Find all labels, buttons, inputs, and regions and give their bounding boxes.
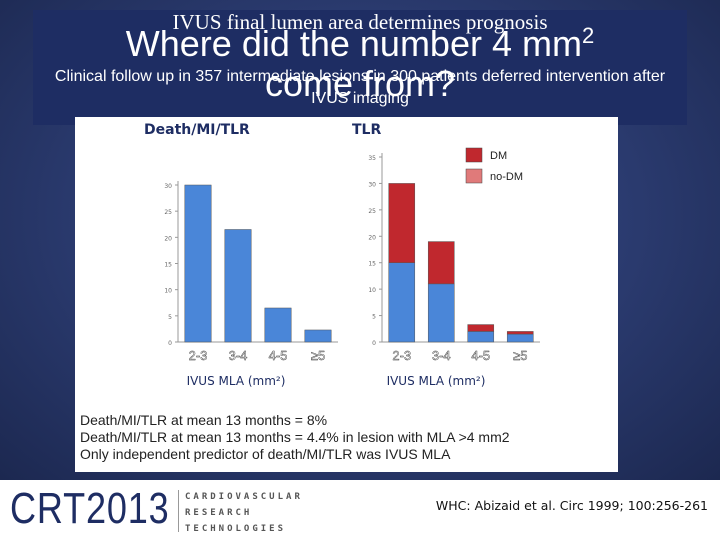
logo-sub-line-3: TECHNOLOGIES [185, 524, 287, 534]
logo-sub-line-1: CARDIOVASCULAR [185, 492, 303, 502]
slide-title-text: Where did the number 4 mm [125, 23, 582, 64]
slide-subtitle: Clinical follow up in 357 intermediate l… [54, 68, 666, 107]
crt-logo-subtitle: CARDIOVASCULAR RESEARCH TECHNOLOGIES [185, 489, 325, 537]
crt-logo: CRT2013 [10, 484, 170, 533]
slide-title-superscript: 2 [581, 23, 595, 48]
footer [0, 480, 720, 540]
chart1-title: Death/MI/TLR [144, 122, 250, 138]
logo-sub-line-2: RESEARCH [185, 508, 253, 518]
logo-divider [178, 490, 179, 532]
title-band [33, 10, 687, 125]
chart2-title: TLR [352, 122, 382, 138]
old-title: IVUS final lumen area determines prognos… [172, 10, 548, 34]
citation: WHC: Abizaid et al. Circ 1999; 100:256-2… [435, 498, 708, 513]
chart-panel [75, 117, 618, 472]
slide-title: Where did the number 4 mm2 come from? [0, 16, 720, 104]
note-3: Only independent predictor of death/MI/T… [80, 446, 451, 462]
slide-title-line2: come from? [264, 63, 456, 104]
bottom-notes: Death/MI/TLR at mean 13 months = 8% Deat… [80, 412, 610, 463]
note-2: Death/MI/TLR at mean 13 months = 4.4% in… [80, 429, 510, 445]
note-1: Death/MI/TLR at mean 13 months = 8% [80, 412, 328, 428]
